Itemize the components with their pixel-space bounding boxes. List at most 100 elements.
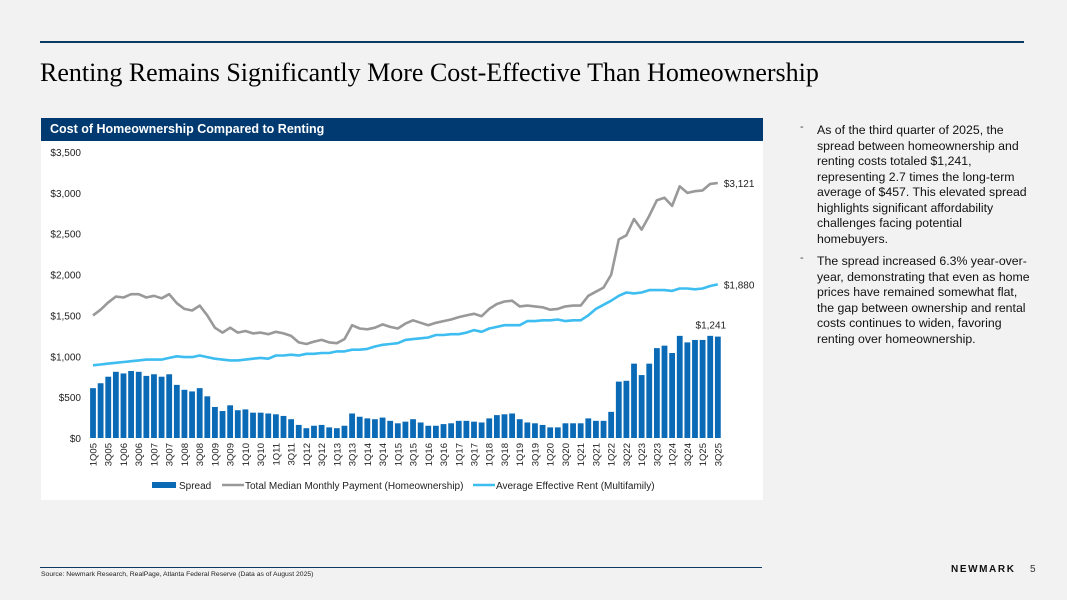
spread-bar bbox=[653, 348, 660, 438]
spread-bar bbox=[394, 423, 401, 438]
page-number: 5 bbox=[1030, 564, 1036, 575]
x-tick-label: 3Q25 bbox=[713, 443, 724, 466]
spread-bar bbox=[250, 412, 256, 438]
spread-bar bbox=[135, 371, 142, 438]
spread-bar bbox=[509, 413, 515, 438]
data-labels: $1,241 $3,121 $1,880 bbox=[696, 179, 755, 332]
brand-logo: NEWMARK bbox=[951, 564, 1016, 575]
data-label: $3,121 bbox=[724, 179, 755, 190]
page-title: Renting Remains Significantly More Cost-… bbox=[40, 58, 819, 87]
x-tick-label: 3Q11 bbox=[287, 443, 298, 466]
spread-bar bbox=[524, 422, 531, 438]
spread-bar bbox=[349, 413, 355, 438]
bullet-dash-icon: - bbox=[800, 252, 804, 264]
spread-bar bbox=[425, 425, 432, 438]
legend-label-spread: Spread bbox=[179, 481, 211, 492]
x-tick-label: 3Q19 bbox=[530, 443, 541, 466]
x-tick-label: 1Q13 bbox=[332, 443, 343, 466]
x-tick-label: 3Q16 bbox=[439, 443, 450, 466]
chart-title: Cost of Homeownership Compared to Rentin… bbox=[41, 118, 763, 141]
x-tick-label: 1Q18 bbox=[485, 443, 496, 466]
x-tick-label: 3Q15 bbox=[409, 443, 420, 466]
spread-bar bbox=[288, 419, 295, 438]
spread-bar bbox=[615, 381, 622, 438]
x-tick-label: 3Q17 bbox=[470, 443, 481, 466]
x-tick-label: 1Q24 bbox=[668, 443, 679, 466]
spread-bar bbox=[189, 391, 195, 438]
spread-bar bbox=[707, 335, 714, 438]
x-tick-label: 1Q05 bbox=[89, 443, 100, 466]
x-tick-label: 1Q22 bbox=[607, 443, 618, 466]
legend-label-rent: Average Effective Rent (Multifamily) bbox=[496, 481, 655, 492]
x-tick-label: 1Q21 bbox=[576, 443, 587, 466]
spread-bar bbox=[448, 423, 455, 438]
chart: $0 $500 $1,000 $1,500 $2,000 $2,500 $3,000 $3,5… bbox=[50, 148, 755, 492]
x-tick-label: 3Q20 bbox=[561, 443, 572, 466]
data-label: $1,880 bbox=[724, 280, 755, 291]
spread-bar bbox=[318, 424, 325, 438]
x-tick-label: 3Q18 bbox=[500, 443, 511, 466]
legend: Spread Total Median Monthly Payment (Home… bbox=[152, 481, 655, 492]
spread-bar bbox=[516, 419, 523, 438]
spread-bar bbox=[143, 375, 150, 438]
legend-swatch-spread bbox=[152, 482, 176, 488]
x-tick-label: 1Q15 bbox=[393, 443, 404, 466]
spread-bar bbox=[714, 336, 721, 438]
spread-bar bbox=[539, 424, 546, 438]
y-tick-label: $2,000 bbox=[50, 271, 81, 282]
x-tick-label: 3Q23 bbox=[652, 443, 663, 466]
x-axis: 1Q05 3Q05 1Q06 3Q06 1Q07 3Q07 1Q08 3Q08 1Q09 3Q09… bbox=[89, 443, 725, 466]
spread-bar bbox=[463, 420, 470, 438]
x-tick-label: 3Q14 bbox=[378, 443, 389, 466]
x-tick-label: 1Q20 bbox=[546, 443, 557, 466]
x-tick-label: 1Q14 bbox=[363, 443, 374, 466]
y-axis: $0 $500 $1,000 $1,500 $2,000 $2,500 $3,000 $3,5… bbox=[50, 148, 81, 445]
spread-bar bbox=[242, 409, 249, 438]
x-tick-label: 3Q12 bbox=[317, 443, 328, 466]
spread-bar bbox=[593, 420, 599, 438]
spread-bar bbox=[638, 375, 645, 438]
spread-bar bbox=[433, 425, 439, 438]
spread-bar bbox=[585, 418, 592, 438]
spread-bar bbox=[372, 419, 378, 438]
spread-bar bbox=[684, 342, 691, 438]
bullet-text: The spread increased 6.3% year-over-year… bbox=[817, 254, 1030, 346]
spread-bar bbox=[608, 411, 615, 438]
spread-bar bbox=[417, 422, 424, 438]
spread-bar bbox=[379, 417, 386, 438]
spread-bar bbox=[699, 339, 706, 438]
spread-bar bbox=[97, 383, 104, 438]
spread-bar bbox=[181, 389, 188, 438]
spread-bar bbox=[676, 335, 683, 438]
spread-bar bbox=[234, 410, 241, 438]
spread-bar bbox=[265, 413, 272, 438]
x-tick-label: 3Q24 bbox=[683, 443, 694, 466]
y-tick-label: $1,500 bbox=[50, 311, 81, 322]
spread-bar bbox=[204, 396, 211, 438]
spread-bar bbox=[311, 425, 317, 438]
spread-bar bbox=[120, 373, 127, 438]
bullet-dash-icon: - bbox=[800, 121, 804, 133]
spread-bar bbox=[623, 380, 630, 438]
spread-bar bbox=[280, 415, 287, 438]
spread-bar bbox=[387, 420, 394, 438]
spread-bars bbox=[90, 335, 721, 438]
homeownership-line bbox=[92, 181, 718, 346]
legend-label-homeownership: Total Median Monthly Payment (Homeowners… bbox=[245, 481, 463, 492]
spread-bar bbox=[471, 421, 477, 438]
spread-bar bbox=[455, 420, 462, 438]
x-tick-label: 1Q11 bbox=[271, 443, 282, 466]
x-tick-label: 3Q22 bbox=[622, 443, 633, 466]
x-tick-label: 3Q07 bbox=[165, 443, 176, 466]
spread-bar bbox=[570, 423, 576, 438]
spread-bar bbox=[341, 425, 348, 438]
spread-bar bbox=[364, 418, 371, 438]
x-tick-label: 1Q25 bbox=[698, 443, 709, 466]
spread-bar bbox=[112, 371, 119, 438]
spread-bar bbox=[600, 420, 607, 438]
series-lines bbox=[92, 181, 719, 367]
bullet-item: - As of the third quarter of 2025, the s… bbox=[800, 121, 1032, 247]
spread-bar bbox=[196, 388, 203, 438]
source-note: Source: Newmark Research, RealPage, Atla… bbox=[41, 571, 314, 578]
spread-bar bbox=[333, 428, 340, 438]
